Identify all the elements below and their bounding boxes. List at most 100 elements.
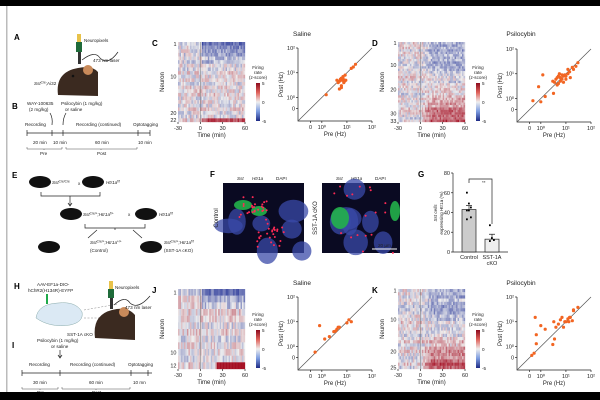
- heatmap-cell: [430, 308, 433, 312]
- heatmap-cell: [206, 82, 208, 86]
- heatmap-cell: [459, 56, 461, 60]
- heatmap-cell: [423, 71, 425, 74]
- heatmap-cell: [435, 102, 437, 106]
- heatmap-cell: [399, 49, 402, 52]
- heatmap-cell: [405, 346, 408, 350]
- heatmap-cell: [447, 308, 449, 312]
- heatmap-cell: [200, 118, 202, 123]
- heatmap-cell: [459, 362, 461, 366]
- heatmap-cell: [433, 353, 436, 357]
- x-tick-label: 60: [242, 126, 248, 132]
- injection-needle: [46, 294, 48, 304]
- heatmap-cell: [219, 355, 222, 363]
- heatmap-cell: [210, 322, 213, 330]
- y-tick-label: 10: [390, 317, 396, 323]
- heatmap-cell: [400, 114, 403, 118]
- heatmap-cell: [186, 295, 189, 303]
- x-tick-label: 10²: [587, 374, 595, 380]
- heatmap-cell: [231, 56, 234, 61]
- heatmap-cell: [197, 111, 199, 115]
- heatmap-cell: [219, 71, 222, 75]
- heatmap-cell: [225, 71, 228, 75]
- x-tick-label: 30: [440, 373, 446, 379]
- heatmap-cell: [430, 102, 433, 106]
- heatmap-cell: [405, 78, 408, 81]
- heatmap-cell: [439, 327, 442, 331]
- heatmap-cell: [191, 52, 194, 57]
- heatmap-cell: [192, 322, 195, 330]
- data-point: [539, 100, 543, 104]
- heatmap-cell: [429, 44, 431, 47]
- heatmap-cell: [459, 105, 461, 108]
- heatmap-cell: [206, 52, 208, 57]
- heatmap-cell: [403, 359, 406, 363]
- heatmap-cell: [221, 107, 223, 112]
- heatmap-cell: [197, 67, 199, 72]
- heatmap-cell: [411, 353, 414, 357]
- heatmap-cell: [415, 78, 418, 81]
- heatmap-cell: [456, 337, 458, 341]
- heatmap-cell: [203, 45, 205, 50]
- heatmap-cell: [439, 353, 442, 357]
- heatmap-cell: [197, 355, 199, 363]
- heatmap-cell: [233, 315, 235, 323]
- heatmap-cell: [433, 73, 436, 77]
- heatmap-cell: [442, 63, 445, 67]
- heatmap-cell: [462, 68, 464, 72]
- heatmap-cell: [219, 74, 222, 79]
- heatmap-cell: [178, 49, 180, 54]
- colorbar-title: Firing: [252, 65, 264, 70]
- heatmap-cell: [403, 317, 406, 322]
- heatmap-cell: [409, 42, 412, 45]
- heatmap-cell: [429, 349, 431, 354]
- heatmap-cell: [442, 56, 445, 60]
- heatmap-cell: [444, 298, 446, 302]
- heatmap-cell: [456, 117, 458, 120]
- heatmap-cell: [204, 315, 207, 323]
- heatmap-cell: [441, 75, 443, 79]
- heatmap-cell: [417, 295, 419, 299]
- heatmap-cell: [406, 362, 409, 366]
- data-point: [552, 320, 556, 324]
- heatmap-cell: [408, 73, 411, 77]
- heatmap-cell: [209, 49, 211, 54]
- heatmap-cell: [399, 356, 402, 360]
- heatmap-cell: [423, 359, 425, 363]
- heatmap-cell: [218, 362, 220, 370]
- heatmap-cell: [429, 340, 431, 344]
- heatmap-cell: [219, 42, 222, 46]
- heatmap-cell: [212, 362, 214, 370]
- panel-label: I: [12, 341, 14, 350]
- heatmap-cell: [224, 111, 226, 115]
- heatmap-cell: [463, 73, 466, 77]
- heatmap-cell: [188, 100, 191, 104]
- heatmap-cell: [436, 317, 439, 322]
- heatmap-cell: [222, 355, 225, 363]
- heatmap-cell: [463, 119, 466, 123]
- heatmap-cell: [406, 92, 409, 96]
- heatmap-cell: [409, 305, 412, 309]
- heatmap-cell: [408, 292, 411, 296]
- data-point: [345, 321, 349, 325]
- heatmap-cell: [453, 85, 455, 89]
- heatmap-cell: [400, 362, 403, 366]
- heatmap-cell: [442, 71, 445, 74]
- heatmap-cell: [433, 112, 436, 115]
- heatmap-cell: [185, 362, 188, 370]
- heatmap-cell: [242, 71, 244, 75]
- heatmap-cell: [399, 75, 402, 79]
- data-point: [571, 67, 576, 71]
- heatmap-cell: [438, 42, 440, 45]
- heatmap-cell: [182, 329, 185, 336]
- heatmap-cell: [436, 73, 439, 77]
- heatmap-cell: [424, 95, 427, 98]
- heatmap-cell: [206, 85, 208, 90]
- heatmap-cell: [239, 309, 241, 316]
- heatmap-cell: [195, 342, 198, 350]
- heatmap-cell: [414, 85, 417, 89]
- htr1a-puncta: [358, 185, 361, 188]
- heatmap-cell: [230, 71, 232, 75]
- heatmap-cell: [420, 73, 422, 77]
- heatmap-cell: [198, 67, 201, 72]
- legend-htr1a: Htr1a: [252, 176, 264, 181]
